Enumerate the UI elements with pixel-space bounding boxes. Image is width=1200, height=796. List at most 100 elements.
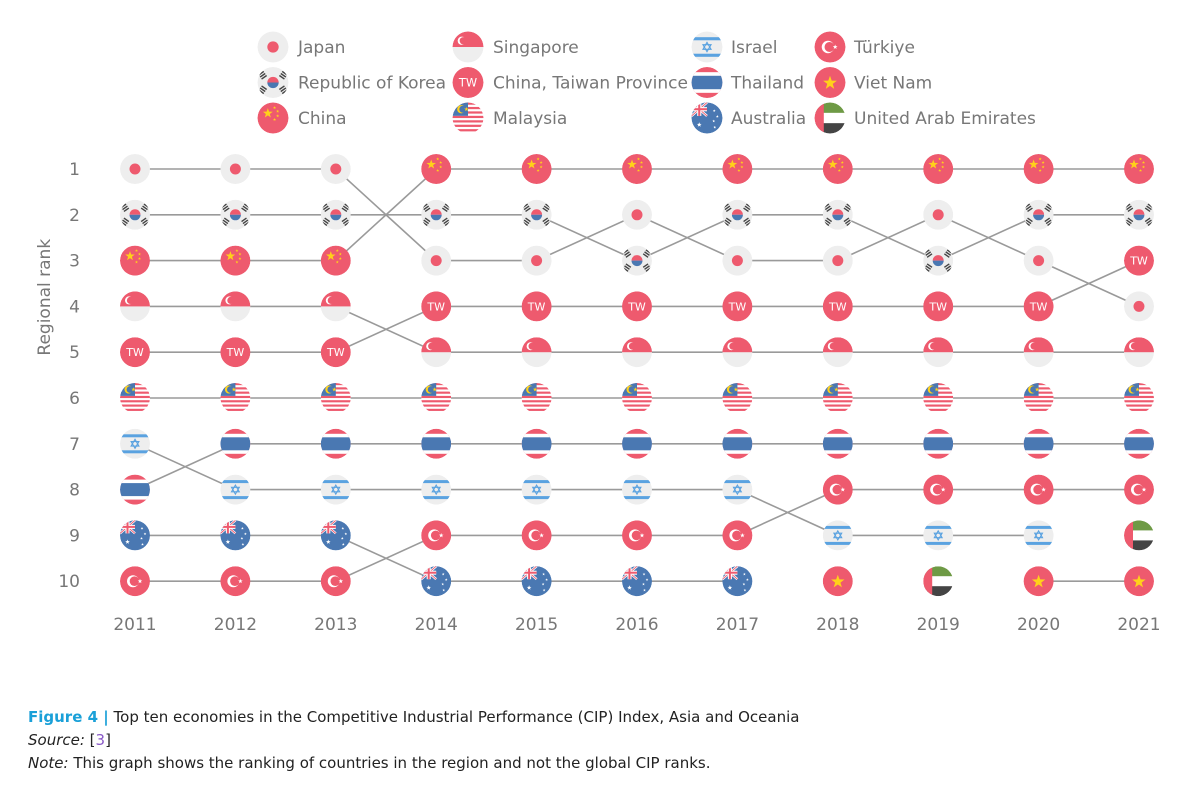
malaysia-star <box>733 387 739 392</box>
china-small-star <box>137 252 142 256</box>
taiwan-badge-text: TW <box>426 300 445 313</box>
figure-label: Figure 4 | <box>28 708 109 726</box>
china-small-star <box>1041 165 1045 169</box>
china-small-star <box>539 165 543 169</box>
japan-flag-icon <box>257 31 289 63</box>
australia-star <box>715 115 719 118</box>
china-star <box>426 159 436 169</box>
china-small-star <box>938 168 942 172</box>
china-small-star <box>235 260 239 264</box>
legend-item-thailand: Thailand <box>691 67 804 98</box>
x-tick-label: 2018 <box>816 615 859 635</box>
malaysia-star <box>332 387 337 392</box>
marker-vietnam-2020 <box>1023 566 1054 597</box>
taiwan-badge-text: TW <box>326 346 345 359</box>
china-small-star <box>536 157 540 161</box>
turkiye-star <box>639 533 645 538</box>
marker-japan-2019 <box>923 199 954 230</box>
legend-label-japan: Japan <box>297 38 345 58</box>
australia-star <box>341 527 345 530</box>
australia-star <box>125 539 130 544</box>
legend-item-uae: United Arab Emirates <box>814 102 1036 134</box>
flag-markers: TW TW TW TW TW TW TW TW TW TW TW <box>120 154 1154 597</box>
korea-flag-icon <box>257 67 289 98</box>
x-tick-label: 2021 <box>1117 615 1160 635</box>
turkiye-star <box>238 578 243 584</box>
marker-china-2020 <box>1023 154 1054 184</box>
marker-korea-2017 <box>722 199 753 230</box>
china-small-star <box>1041 160 1045 164</box>
rank-lines <box>134 168 1140 582</box>
legend-item-korea: Republic of Korea <box>257 67 446 98</box>
marker-uae-2019 <box>923 566 954 597</box>
marker-turkiye-2018 <box>822 474 853 505</box>
legend-item-turkiye: Türkiye <box>814 31 915 63</box>
australia-star <box>743 572 746 576</box>
china-small-star <box>338 257 342 260</box>
marker-china-2021 <box>1124 154 1154 184</box>
marker-japan-2021 <box>1124 291 1154 322</box>
australia-star <box>627 585 632 590</box>
x-tick-label: 2011 <box>113 615 156 635</box>
y-tick-label: 2 <box>69 206 80 226</box>
marker-singapore-2012 <box>220 291 251 322</box>
australia-star <box>140 537 143 540</box>
china-small-star <box>1138 168 1143 172</box>
china-small-star <box>1141 165 1146 169</box>
china-small-star <box>840 160 844 164</box>
china-small-star <box>272 117 277 121</box>
australia-star <box>542 588 546 592</box>
australia-star <box>244 532 247 536</box>
china-star <box>125 251 135 261</box>
china-small-star <box>740 160 744 164</box>
y-tick-label: 4 <box>69 297 80 317</box>
figure-title: Top ten economies in the Competitive Ind… <box>113 708 800 726</box>
china-star <box>225 251 236 261</box>
marker-taiwan-2021: TW <box>1124 245 1154 276</box>
legend-item-china: China <box>257 102 347 134</box>
marker-japan-2012 <box>220 154 251 184</box>
legend-label-uae: United Arab Emirates <box>854 109 1036 129</box>
marker-singapore-2015 <box>521 337 552 368</box>
australia-star <box>642 572 646 576</box>
legend-label-singapore: Singapore <box>493 38 579 58</box>
marker-taiwan-2019: TW <box>923 291 954 322</box>
marker-australia-2013 <box>320 520 351 551</box>
legend-label-vietnam: Viet Nam <box>854 74 932 94</box>
china-star <box>326 251 336 261</box>
marker-korea-2018 <box>822 199 853 230</box>
marker-malaysia-2020 <box>1023 383 1054 413</box>
marker-malaysia-2021 <box>1124 383 1154 413</box>
australia-star <box>143 532 147 536</box>
uae-flag-icon <box>814 102 846 134</box>
caption-source-line: Source: [3] <box>28 731 111 749</box>
y-tick-label: 7 <box>69 435 80 455</box>
china-star <box>828 159 838 169</box>
x-tick-label: 2016 <box>615 615 658 635</box>
marker-malaysia-2019 <box>923 383 954 413</box>
marker-singapore-2014 <box>421 337 452 368</box>
china-small-star <box>338 252 342 256</box>
marker-thailand-2017 <box>722 428 753 459</box>
marker-turkiye-2011 <box>120 566 150 597</box>
source-reference-link[interactable]: 3 <box>95 731 106 749</box>
china-small-star <box>335 249 339 252</box>
malaysia-star <box>633 387 638 392</box>
marker-korea-2012 <box>220 199 251 230</box>
marker-israel-2015 <box>521 474 552 505</box>
marker-malaysia-2017 <box>722 383 753 413</box>
australia-star <box>441 582 445 586</box>
source-label: Source: <box>28 731 85 749</box>
taiwan-badge-text: TW <box>627 300 646 313</box>
china-small-star <box>840 165 844 169</box>
turkiye-star <box>1141 487 1147 492</box>
australia-star <box>444 578 448 581</box>
marker-turkiye-2021 <box>1124 474 1154 505</box>
china-star <box>526 159 537 169</box>
marker-japan-2020 <box>1023 245 1054 276</box>
marker-australia-2015 <box>521 566 552 597</box>
australia-star <box>743 588 747 592</box>
y-tick-label: 3 <box>69 252 80 272</box>
china-small-star <box>639 160 644 164</box>
china-small-star <box>938 157 942 161</box>
